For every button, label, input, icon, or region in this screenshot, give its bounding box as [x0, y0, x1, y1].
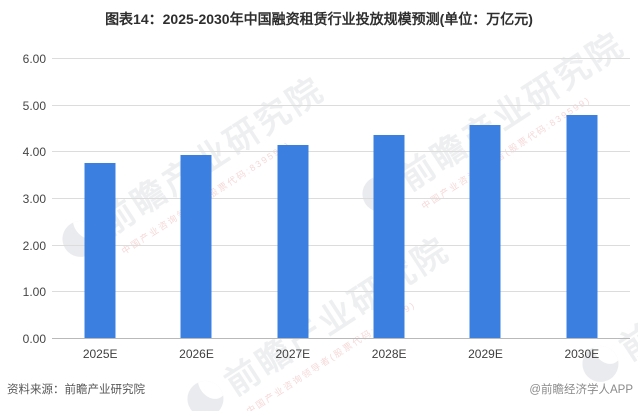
bar-2029E	[469, 125, 501, 338]
bar-2026E	[180, 154, 212, 338]
bar-column-2025E: 2025E	[52, 59, 148, 361]
footer-credit: @前瞻经济学人APP	[529, 384, 633, 396]
bar-column-2026E: 2026E	[148, 59, 244, 361]
y-axis: 6.00 5.00 4.00 3.00 2.00 1.00 0.00	[0, 52, 46, 346]
gridline	[52, 104, 630, 106]
bar-2027E	[277, 145, 309, 338]
y-tick-label: 5.00	[22, 98, 46, 113]
footer-source: 资料来源：前瞻产业研究院	[7, 384, 145, 396]
bar-2025E	[84, 163, 116, 338]
bar-2028E	[373, 135, 405, 338]
plot-area: 2025E 2026E 2027E 2028E 2029E 2030E	[52, 58, 630, 361]
gridline	[52, 198, 630, 199]
x-tick-label: 2030E	[564, 347, 600, 361]
gridline	[52, 58, 630, 59]
y-tick-label: 3.00	[22, 192, 46, 206]
x-tick-label: 2026E	[179, 347, 214, 361]
x-tick-label: 2025E	[82, 347, 118, 361]
gridline	[52, 151, 630, 153]
y-tick-label: 0.00	[22, 332, 46, 346]
y-tick-label: 1.00	[22, 285, 46, 300]
y-tick-label: 2.00	[22, 238, 46, 253]
bar-2030E	[566, 114, 598, 338]
bars-row: 2025E 2026E 2027E 2028E 2029E 2030E	[52, 59, 630, 361]
chart-title: 图表14：2025-2030年中国融资租赁行业投放规模预测(单位：万亿元)	[105, 11, 533, 27]
x-tick-label: 2028E	[371, 347, 407, 361]
watermark-logo-icon	[180, 373, 231, 411]
bar-column-2028E: 2028E	[341, 59, 437, 361]
gridline	[52, 291, 630, 293]
x-tick-label: 2029E	[468, 347, 503, 361]
bar-column-2030E: 2030E	[534, 59, 630, 361]
x-axis-baseline	[52, 338, 630, 339]
y-tick-label: 6.00	[22, 52, 46, 66]
x-tick-label: 2027E	[275, 347, 311, 361]
y-tick-label: 4.00	[22, 145, 46, 160]
bar-column-2027E: 2027E	[245, 59, 341, 361]
gridline	[52, 244, 630, 246]
bar-column-2029E: 2029E	[437, 59, 533, 361]
